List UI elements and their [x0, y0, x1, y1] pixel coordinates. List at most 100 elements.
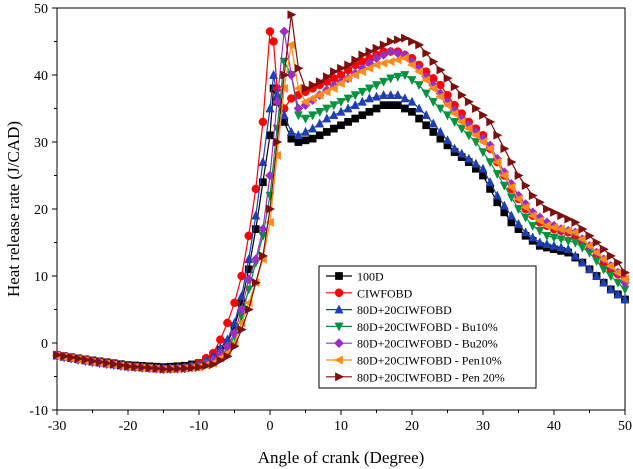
- data-point: [436, 134, 445, 143]
- legend-item: CIWFOBD: [326, 286, 413, 300]
- data-point: [364, 93, 374, 103]
- data-point: [393, 35, 403, 45]
- x-axis-title: Angle of crank (Degree): [258, 448, 425, 467]
- data-point: [541, 221, 551, 231]
- data-point: [351, 114, 360, 123]
- data-point: [328, 83, 338, 93]
- data-point: [429, 57, 439, 67]
- data-point: [408, 36, 418, 47]
- data-point: [556, 242, 566, 252]
- data-point: [180, 363, 190, 373]
- x-tick-label: 20: [405, 419, 419, 434]
- y-tick-label: 50: [34, 2, 48, 17]
- data-point: [244, 304, 254, 315]
- data-point: [279, 83, 289, 93]
- data-point: [521, 181, 531, 191]
- data-point: [450, 118, 460, 128]
- data-point: [457, 148, 467, 158]
- data-point: [400, 71, 410, 81]
- data-point: [428, 83, 438, 93]
- data-point: [287, 94, 296, 103]
- data-point: [563, 226, 573, 236]
- data-point: [513, 205, 524, 215]
- data-point: [308, 134, 317, 143]
- data-point: [357, 96, 367, 106]
- data-point: [548, 222, 558, 232]
- legend-item: 80D+20CIWFOBD - Pen 20%: [326, 370, 505, 384]
- data-point: [166, 364, 176, 374]
- data-point: [117, 360, 127, 370]
- data-point: [514, 170, 524, 181]
- data-point: [449, 109, 459, 119]
- data-point: [499, 170, 509, 181]
- legend-item: 80D+20CIWFOBD - Bu10%: [326, 320, 498, 334]
- legend-label: 80D+20CIWFOBD - Pen10%: [357, 354, 502, 368]
- data-point: [421, 75, 431, 85]
- data-point: [549, 233, 559, 243]
- data-point: [124, 361, 134, 371]
- data-point: [407, 76, 417, 86]
- data-point: [371, 60, 381, 70]
- series-6: [53, 10, 631, 374]
- data-point: [521, 227, 531, 237]
- data-point: [422, 48, 432, 58]
- data-point: [393, 72, 403, 82]
- data-point: [435, 92, 445, 102]
- data-point: [335, 78, 345, 88]
- data-point: [230, 341, 240, 351]
- x-tick-label: 30: [476, 419, 490, 434]
- data-point: [606, 272, 616, 282]
- data-point: [74, 354, 84, 364]
- data-point: [315, 108, 325, 118]
- x-tick-label: 0: [267, 419, 274, 434]
- data-point: [577, 257, 587, 267]
- data-point: [364, 84, 374, 94]
- data-point: [264, 217, 274, 227]
- data-point: [301, 136, 310, 145]
- data-point: [506, 193, 516, 203]
- data-point: [386, 74, 396, 84]
- data-point: [188, 363, 198, 373]
- data-point: [81, 355, 91, 365]
- x-tick-label: -30: [48, 419, 67, 434]
- data-point: [528, 221, 538, 231]
- data-point: [535, 237, 545, 247]
- data-point: [315, 77, 325, 87]
- legend-marker: [335, 372, 345, 382]
- data-point: [415, 40, 425, 50]
- data-point: [500, 144, 510, 154]
- data-point: [378, 49, 389, 60]
- data-point: [421, 110, 431, 120]
- data-point: [258, 156, 268, 166]
- data-point: [308, 123, 318, 133]
- data-point: [202, 361, 212, 371]
- data-point: [330, 124, 338, 133]
- y-tick-label: 20: [34, 203, 48, 218]
- x-tick-label: 50: [618, 419, 632, 434]
- data-point: [280, 70, 290, 80]
- data-point: [379, 89, 389, 99]
- x-tick-label: -10: [190, 419, 209, 434]
- data-point: [613, 278, 623, 288]
- data-point: [53, 350, 63, 360]
- data-point: [421, 89, 431, 99]
- legend-marker: [334, 304, 344, 314]
- data-point: [450, 82, 460, 92]
- data-point: [563, 236, 573, 246]
- data-point: [336, 106, 346, 116]
- data-point: [351, 55, 361, 65]
- data-point: [401, 33, 411, 43]
- data-point: [322, 128, 331, 136]
- data-point: [259, 251, 269, 261]
- data-point: [329, 110, 339, 120]
- data-point: [336, 97, 346, 107]
- data-point: [109, 359, 119, 369]
- data-point: [330, 67, 340, 77]
- data-point: [265, 103, 275, 113]
- data-point: [393, 101, 402, 110]
- data-point: [314, 90, 324, 100]
- y-tick-label: 10: [34, 270, 48, 285]
- data-point: [592, 237, 602, 248]
- data-point: [578, 224, 588, 234]
- data-point: [344, 118, 352, 126]
